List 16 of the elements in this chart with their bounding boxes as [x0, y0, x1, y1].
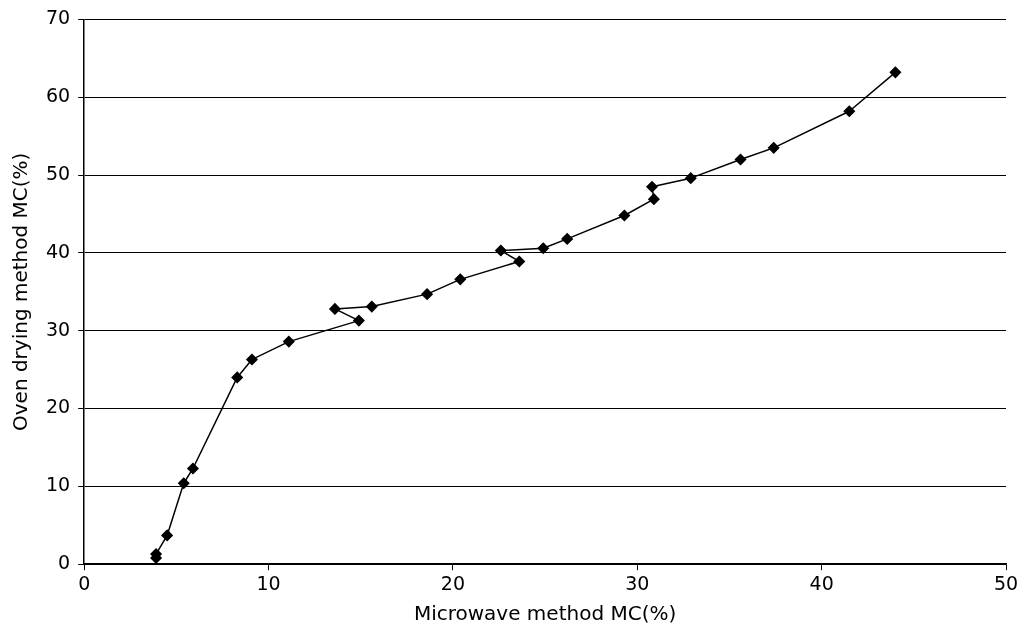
y-tick-label: 20 — [45, 395, 71, 418]
x-axis-title: Microwave method MC(%) — [413, 601, 677, 626]
x-tick-label: 30 — [625, 571, 650, 594]
x-tick-label: 20 — [440, 571, 465, 594]
y-tick-label: 70 — [45, 6, 71, 29]
x-tick-label: 0 — [78, 571, 91, 594]
y-tick-label: 40 — [45, 239, 71, 262]
x-tick-label: 40 — [809, 571, 834, 594]
y-tick-label: 50 — [45, 161, 71, 184]
y-tick-label: 60 — [45, 84, 71, 107]
y-tick-label: 10 — [45, 473, 71, 496]
x-tick-label: 10 — [256, 571, 281, 594]
x-tick-label: 50 — [993, 571, 1019, 594]
y-axis-title: Oven drying method MC(%) — [8, 152, 33, 431]
y-tick-label: 0 — [58, 551, 71, 574]
y-tick-label: 30 — [45, 317, 71, 340]
